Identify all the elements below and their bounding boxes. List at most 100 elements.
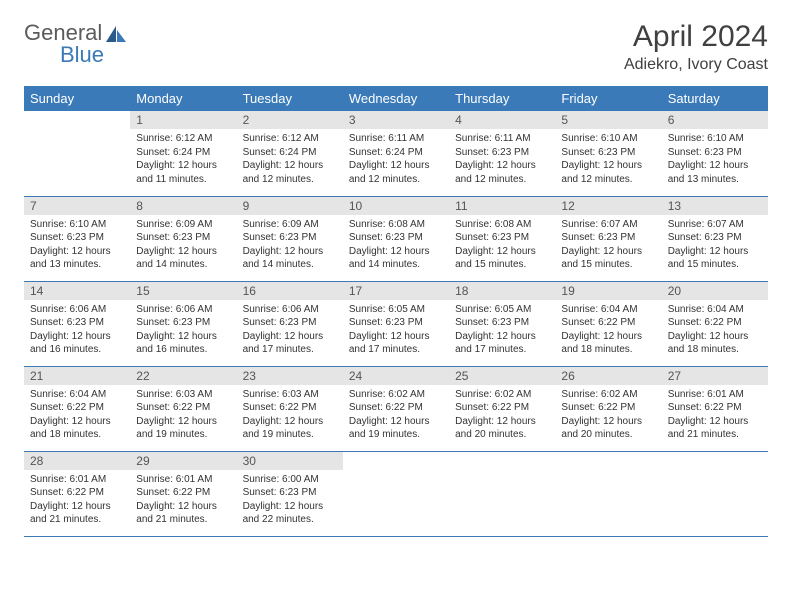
day-number: 17 xyxy=(343,282,449,300)
day-number: 7 xyxy=(24,197,130,215)
daylight-line: Daylight: 12 hours and 20 minutes. xyxy=(455,415,549,442)
sunrise-line: Sunrise: 6:01 AM xyxy=(30,473,124,487)
day-number: 3 xyxy=(343,111,449,129)
daylight-line: Daylight: 12 hours and 12 minutes. xyxy=(561,159,655,186)
sunset-line: Sunset: 6:23 PM xyxy=(243,231,337,245)
day-cell: 26Sunrise: 6:02 AMSunset: 6:22 PMDayligh… xyxy=(555,366,661,451)
day-header: Sunday xyxy=(24,86,130,111)
sunrise-line: Sunrise: 6:08 AM xyxy=(455,218,549,232)
day-number: 14 xyxy=(24,282,130,300)
day-number: 28 xyxy=(24,452,130,470)
sunset-line: Sunset: 6:23 PM xyxy=(561,146,655,160)
day-cell: 3Sunrise: 6:11 AMSunset: 6:24 PMDaylight… xyxy=(343,111,449,196)
daylight-line: Daylight: 12 hours and 12 minutes. xyxy=(455,159,549,186)
day-cell: 20Sunrise: 6:04 AMSunset: 6:22 PMDayligh… xyxy=(662,281,768,366)
daylight-line: Daylight: 12 hours and 15 minutes. xyxy=(455,245,549,272)
day-cell: 16Sunrise: 6:06 AMSunset: 6:23 PMDayligh… xyxy=(237,281,343,366)
sunrise-line: Sunrise: 6:07 AM xyxy=(668,218,762,232)
day-header: Wednesday xyxy=(343,86,449,111)
sunrise-line: Sunrise: 6:01 AM xyxy=(136,473,230,487)
day-number: 2 xyxy=(237,111,343,129)
day-data: Sunrise: 6:06 AMSunset: 6:23 PMDaylight:… xyxy=(237,300,343,363)
day-data: Sunrise: 6:01 AMSunset: 6:22 PMDaylight:… xyxy=(662,385,768,448)
day-cell: 21Sunrise: 6:04 AMSunset: 6:22 PMDayligh… xyxy=(24,366,130,451)
day-data: Sunrise: 6:11 AMSunset: 6:24 PMDaylight:… xyxy=(343,129,449,192)
daylight-line: Daylight: 12 hours and 21 minutes. xyxy=(668,415,762,442)
sunset-line: Sunset: 6:22 PM xyxy=(561,401,655,415)
daylight-line: Daylight: 12 hours and 12 minutes. xyxy=(349,159,443,186)
daylight-line: Daylight: 12 hours and 19 minutes. xyxy=(136,415,230,442)
day-header: Thursday xyxy=(449,86,555,111)
sunrise-line: Sunrise: 6:10 AM xyxy=(30,218,124,232)
daylight-line: Daylight: 12 hours and 21 minutes. xyxy=(136,500,230,527)
daylight-line: Daylight: 12 hours and 14 minutes. xyxy=(136,245,230,272)
sunrise-line: Sunrise: 6:09 AM xyxy=(243,218,337,232)
week-row: 28Sunrise: 6:01 AMSunset: 6:22 PMDayligh… xyxy=(24,451,768,536)
sunrise-line: Sunrise: 6:02 AM xyxy=(561,388,655,402)
daylight-line: Daylight: 12 hours and 13 minutes. xyxy=(30,245,124,272)
daylight-line: Daylight: 12 hours and 19 minutes. xyxy=(349,415,443,442)
sunset-line: Sunset: 6:22 PM xyxy=(455,401,549,415)
sunset-line: Sunset: 6:23 PM xyxy=(136,316,230,330)
sunset-line: Sunset: 6:23 PM xyxy=(30,231,124,245)
sunrise-line: Sunrise: 6:12 AM xyxy=(243,132,337,146)
sunrise-line: Sunrise: 6:04 AM xyxy=(668,303,762,317)
day-number: 8 xyxy=(130,197,236,215)
day-number: 10 xyxy=(343,197,449,215)
day-cell: 19Sunrise: 6:04 AMSunset: 6:22 PMDayligh… xyxy=(555,281,661,366)
day-data: Sunrise: 6:06 AMSunset: 6:23 PMDaylight:… xyxy=(24,300,130,363)
day-data: Sunrise: 6:08 AMSunset: 6:23 PMDaylight:… xyxy=(343,215,449,278)
sunset-line: Sunset: 6:23 PM xyxy=(455,146,549,160)
day-cell: 29Sunrise: 6:01 AMSunset: 6:22 PMDayligh… xyxy=(130,451,236,536)
sunset-line: Sunset: 6:23 PM xyxy=(349,316,443,330)
sunrise-line: Sunrise: 6:10 AM xyxy=(561,132,655,146)
day-cell: 30Sunrise: 6:00 AMSunset: 6:23 PMDayligh… xyxy=(237,451,343,536)
day-header-row: Sunday Monday Tuesday Wednesday Thursday… xyxy=(24,86,768,111)
day-data: Sunrise: 6:05 AMSunset: 6:23 PMDaylight:… xyxy=(449,300,555,363)
sunset-line: Sunset: 6:22 PM xyxy=(561,316,655,330)
sunrise-line: Sunrise: 6:12 AM xyxy=(136,132,230,146)
sunrise-line: Sunrise: 6:00 AM xyxy=(243,473,337,487)
day-cell: 12Sunrise: 6:07 AMSunset: 6:23 PMDayligh… xyxy=(555,196,661,281)
sunset-line: Sunset: 6:22 PM xyxy=(243,401,337,415)
sunrise-line: Sunrise: 6:05 AM xyxy=(349,303,443,317)
day-cell: 24Sunrise: 6:02 AMSunset: 6:22 PMDayligh… xyxy=(343,366,449,451)
day-cell: 23Sunrise: 6:03 AMSunset: 6:22 PMDayligh… xyxy=(237,366,343,451)
sunset-line: Sunset: 6:22 PM xyxy=(349,401,443,415)
sunrise-line: Sunrise: 6:01 AM xyxy=(668,388,762,402)
sunrise-line: Sunrise: 6:08 AM xyxy=(349,218,443,232)
day-cell xyxy=(24,111,130,196)
day-number: 15 xyxy=(130,282,236,300)
sunset-line: Sunset: 6:23 PM xyxy=(668,231,762,245)
day-data: Sunrise: 6:10 AMSunset: 6:23 PMDaylight:… xyxy=(555,129,661,192)
day-header: Tuesday xyxy=(237,86,343,111)
header: General Blue April 2024 Adiekro, Ivory C… xyxy=(24,20,768,74)
sunrise-line: Sunrise: 6:06 AM xyxy=(243,303,337,317)
day-data: Sunrise: 6:12 AMSunset: 6:24 PMDaylight:… xyxy=(130,129,236,192)
day-data: Sunrise: 6:09 AMSunset: 6:23 PMDaylight:… xyxy=(130,215,236,278)
daylight-line: Daylight: 12 hours and 13 minutes. xyxy=(668,159,762,186)
day-number: 4 xyxy=(449,111,555,129)
sunset-line: Sunset: 6:23 PM xyxy=(455,316,549,330)
day-data: Sunrise: 6:07 AMSunset: 6:23 PMDaylight:… xyxy=(555,215,661,278)
day-number: 23 xyxy=(237,367,343,385)
day-number: 11 xyxy=(449,197,555,215)
day-cell: 28Sunrise: 6:01 AMSunset: 6:22 PMDayligh… xyxy=(24,451,130,536)
sunset-line: Sunset: 6:23 PM xyxy=(561,231,655,245)
day-data: Sunrise: 6:08 AMSunset: 6:23 PMDaylight:… xyxy=(449,215,555,278)
day-data: Sunrise: 6:01 AMSunset: 6:22 PMDaylight:… xyxy=(24,470,130,533)
daylight-line: Daylight: 12 hours and 19 minutes. xyxy=(243,415,337,442)
day-data: Sunrise: 6:02 AMSunset: 6:22 PMDaylight:… xyxy=(343,385,449,448)
sunset-line: Sunset: 6:23 PM xyxy=(668,146,762,160)
day-data: Sunrise: 6:12 AMSunset: 6:24 PMDaylight:… xyxy=(237,129,343,192)
sunrise-line: Sunrise: 6:07 AM xyxy=(561,218,655,232)
day-cell: 27Sunrise: 6:01 AMSunset: 6:22 PMDayligh… xyxy=(662,366,768,451)
daylight-line: Daylight: 12 hours and 16 minutes. xyxy=(30,330,124,357)
day-data: Sunrise: 6:03 AMSunset: 6:22 PMDaylight:… xyxy=(237,385,343,448)
day-number: 12 xyxy=(555,197,661,215)
day-data: Sunrise: 6:05 AMSunset: 6:23 PMDaylight:… xyxy=(343,300,449,363)
sunset-line: Sunset: 6:22 PM xyxy=(30,486,124,500)
day-number: 5 xyxy=(555,111,661,129)
sunrise-line: Sunrise: 6:06 AM xyxy=(136,303,230,317)
day-header: Monday xyxy=(130,86,236,111)
